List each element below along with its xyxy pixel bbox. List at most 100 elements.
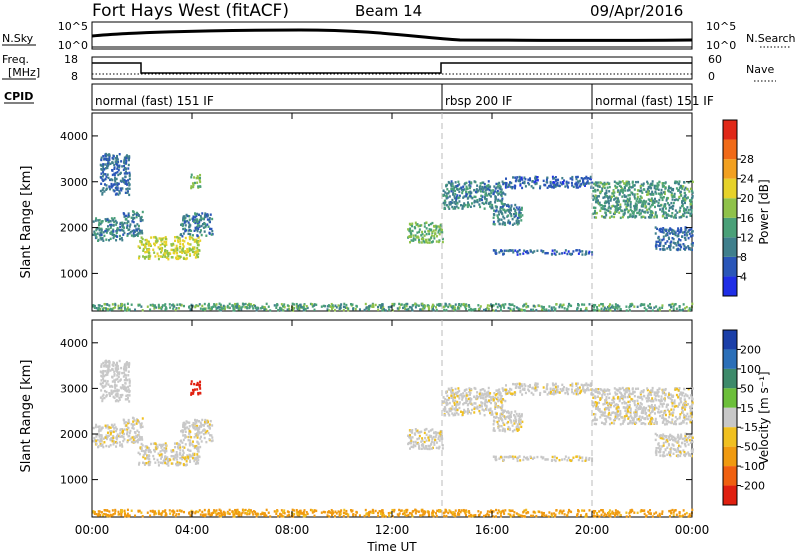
velocity-cell: [105, 374, 107, 376]
velocity-cell: [664, 418, 666, 420]
power-cell: [647, 193, 649, 195]
power-cell: [422, 308, 424, 310]
power-cell: [662, 185, 664, 187]
power-cell: [617, 199, 619, 201]
power-cell: [435, 227, 437, 229]
velocity-cell: [458, 407, 460, 409]
power-cell: [149, 308, 151, 310]
power-cell: [636, 207, 638, 209]
velocity-cell: [473, 411, 475, 413]
power-cell: [655, 232, 657, 234]
power-cell: [482, 202, 484, 204]
velocity-cell: [181, 441, 183, 443]
velocity-cell: [497, 400, 499, 402]
power-cell: [609, 309, 611, 311]
power-cell: [188, 226, 190, 228]
power-cell: [618, 211, 620, 213]
power-cell: [234, 309, 236, 311]
power-cell: [672, 198, 674, 200]
velocity-cell: [197, 392, 199, 394]
power-cell: [179, 243, 181, 245]
power-cell: [522, 305, 524, 307]
power-cell: [100, 172, 102, 174]
power-cell: [125, 157, 127, 159]
power-cell: [133, 232, 135, 234]
power-cell: [688, 309, 690, 311]
velocity-cell: [120, 396, 122, 398]
velocity-cell: [493, 423, 495, 425]
velocity-cell: [553, 391, 555, 393]
power-cell: [546, 181, 548, 183]
power-cell: [128, 194, 130, 196]
power-cell: [571, 178, 573, 180]
power-cell: [471, 202, 473, 204]
power-cell: [174, 236, 176, 238]
power-cell: [169, 306, 171, 308]
power-cell: [368, 309, 370, 311]
velocity-cell: [466, 394, 468, 396]
power-cell: [431, 241, 433, 243]
velocity-cell: [102, 370, 104, 372]
power-cell: [185, 258, 187, 260]
power-cell: [480, 190, 482, 192]
power-cell: [144, 251, 146, 253]
power-cell: [165, 241, 167, 243]
velocity-cell: [617, 389, 619, 391]
power-cell: [421, 238, 423, 240]
velocity-cell: [660, 398, 662, 400]
velocity-cell: [116, 384, 118, 386]
power-cell: [486, 194, 488, 196]
power-cell: [193, 254, 195, 256]
power-cell: [127, 192, 129, 194]
power-cell: [192, 238, 194, 240]
velocity-cell: [420, 440, 422, 442]
velocity-cell: [495, 404, 497, 406]
power-cell: [658, 245, 660, 247]
power-cell: [672, 208, 674, 210]
power-cell: [127, 179, 129, 181]
power-cell: [116, 164, 118, 166]
power-cell: [508, 184, 510, 186]
power-cell: [182, 228, 184, 230]
velocity-cell: [571, 385, 573, 387]
velocity-cell: [480, 389, 482, 391]
power-cell: [470, 181, 472, 183]
velocity-cell: [484, 414, 486, 416]
velocity-cell: [682, 411, 684, 413]
velocity-cell: [176, 454, 178, 456]
power-cell: [431, 306, 433, 308]
power-cell: [604, 192, 606, 194]
velocity-cell: [507, 421, 509, 423]
velocity-cell: [412, 436, 414, 438]
velocity-cell: [110, 433, 112, 435]
power-cell: [692, 234, 694, 236]
power-cell: [201, 305, 203, 307]
power-cell: [125, 218, 127, 220]
power-cell: [424, 305, 426, 307]
power-cell: [644, 205, 646, 207]
power-cell: [216, 303, 218, 305]
velocity-cell: [98, 430, 100, 432]
power-cell: [523, 250, 525, 252]
power-cell: [198, 244, 200, 246]
power-cell: [172, 303, 174, 305]
power-cell: [555, 176, 557, 178]
power-cell: [640, 189, 642, 191]
velocity-cell: [144, 457, 146, 459]
velocity-cell: [123, 419, 125, 421]
power-cell: [510, 213, 512, 215]
power-cell: [122, 177, 124, 179]
power-cell: [174, 240, 176, 242]
power-cell: [500, 250, 502, 252]
power-cell: [576, 184, 578, 186]
power-cell: [450, 188, 452, 190]
power-cell: [108, 239, 110, 241]
velocity-cell: [194, 423, 196, 425]
power-cell: [595, 216, 597, 218]
power-cell: [595, 201, 597, 203]
power-cell: [182, 243, 184, 245]
power-cell: [105, 218, 107, 220]
power-cell: [142, 255, 144, 257]
power-cell: [391, 303, 393, 305]
power-cell: [195, 227, 197, 229]
